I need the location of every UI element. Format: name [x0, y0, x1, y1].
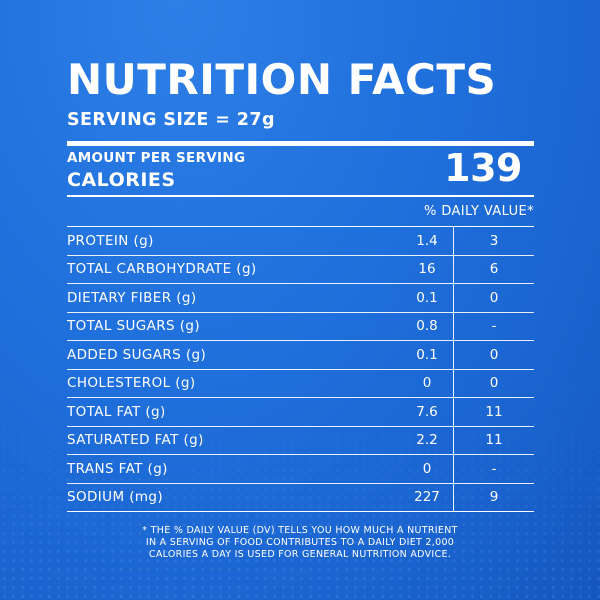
nutrient-amount: 0.1 [416, 346, 438, 363]
table-row: TOTAL CARBOHYDRATE (g) 16 6 [67, 255, 534, 284]
footnote-line: * THE % DAILY VALUE (DV) TELLS YOU HOW M… [142, 525, 458, 536]
nutrient-amount: 1.4 [416, 232, 438, 249]
nutrient-daily-value: 11 [453, 398, 534, 426]
nutrient-amount: 16 [418, 261, 436, 278]
nutrient-daily-value: 3 [453, 227, 534, 255]
daily-value-header: % DAILY VALUE* [424, 204, 534, 219]
medium-divider [67, 195, 534, 197]
nutrient-daily-value: - [453, 455, 534, 483]
amount-per-serving-label: AMOUNT PER SERVING [67, 150, 246, 166]
table-row: SATURATED FAT (g) 2.2 11 [67, 426, 534, 455]
table-row: ADDED SUGARS (g) 0.1 0 [67, 341, 534, 370]
nutrient-daily-value: 0 [453, 369, 534, 397]
nutrient-name: CHOLESTEROL (g) [67, 375, 196, 392]
nutrient-name: SATURATED FAT (g) [67, 432, 204, 449]
nutrient-name: TOTAL CARBOHYDRATE (g) [67, 261, 257, 278]
footnote-line: IN A SERVING OF FOOD CONTRIBUTES TO A DA… [145, 537, 455, 548]
nutrient-name: SODIUM (mg) [67, 489, 164, 506]
footnote-line: CALORIES A DAY IS USED FOR GENERAL NUTRI… [148, 549, 452, 560]
table-row: TOTAL SUGARS (g) 0.8- [67, 312, 534, 341]
table-row: DIETARY FIBER (g) 0.1 0 [67, 284, 534, 313]
nutrient-daily-value: 9 [453, 483, 534, 511]
nutrient-daily-value: - [453, 312, 534, 340]
nutrient-table: PROTEIN (g) 1.4 3 TOTAL CARBOHYDRATE (g) 16 6… [67, 227, 534, 512]
nutrient-name: ADDED SUGARS (g) [67, 346, 207, 363]
calories-value: 139 [444, 146, 522, 190]
table-row: SODIUM (mg) 227 9 [67, 483, 534, 512]
serving-size: SERVING SIZE = 27g [67, 110, 275, 130]
nutrient-amount: 2.2 [416, 432, 438, 449]
daily-value-footnote: * THE % DAILY VALUE (DV) TELLS YOU HOW M… [100, 525, 500, 561]
table-row: CHOLESTEROL (g) 0 0 [67, 369, 534, 398]
calories-label: CALORIES [67, 169, 176, 191]
nutrient-name: TOTAL FAT (g) [67, 403, 166, 420]
nutrient-amount: 7.6 [416, 403, 438, 420]
nutrient-daily-value: 6 [453, 255, 534, 283]
nutrient-name: PROTEIN (g) [67, 232, 154, 249]
table-row: TRANS FAT (g) 0 - [67, 455, 534, 484]
thick-divider [67, 141, 534, 146]
nutrient-amount: 0 [422, 375, 432, 392]
thin-divider [67, 226, 534, 227]
nutrient-name: DIETARY FIBER (g) [67, 289, 197, 306]
table-row: PROTEIN (g) 1.4 3 [67, 227, 534, 256]
nutrient-amount: 0.1 [416, 289, 438, 306]
nutrient-daily-value: 0 [453, 341, 534, 369]
nutrient-daily-value: 11 [453, 426, 534, 454]
nutrient-amount: 0 [422, 460, 432, 477]
nutrient-name: TRANS FAT (g) [67, 460, 168, 477]
nutrient-name: TOTAL SUGARS (g) [67, 318, 201, 335]
nutrient-amount: 227 [414, 489, 440, 506]
table-row: TOTAL FAT (g) 7.6 11 [67, 398, 534, 427]
nutrient-amount: 0.8 [416, 318, 438, 335]
page-title: NUTRITION FACTS [67, 55, 497, 104]
nutrient-daily-value: 0 [453, 284, 534, 312]
